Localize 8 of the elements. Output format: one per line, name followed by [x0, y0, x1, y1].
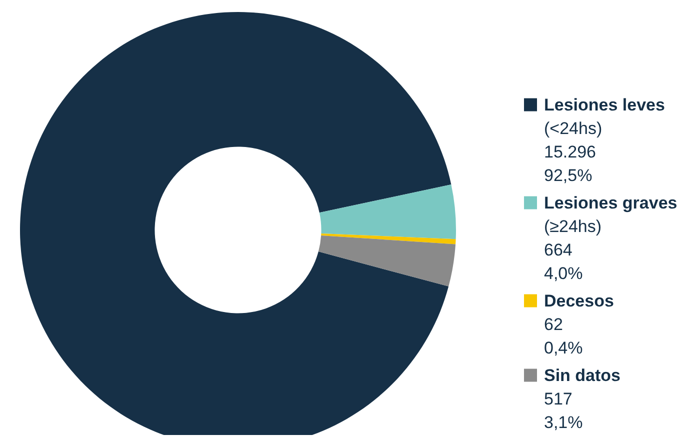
data-label: 15.296 92,5%: [544, 142, 596, 185]
legend-label: Decesos: [544, 291, 614, 310]
data-label: 664 4,0%: [544, 240, 583, 283]
data-label: 517 3,1%: [544, 389, 583, 432]
legend-label: Lesiones graves (≥24hs): [544, 193, 678, 236]
data-label: 62 0,4%: [544, 314, 583, 358]
legend-label: Lesiones leves (<24hs): [544, 95, 665, 138]
legend-label: Sin datos: [544, 366, 621, 385]
